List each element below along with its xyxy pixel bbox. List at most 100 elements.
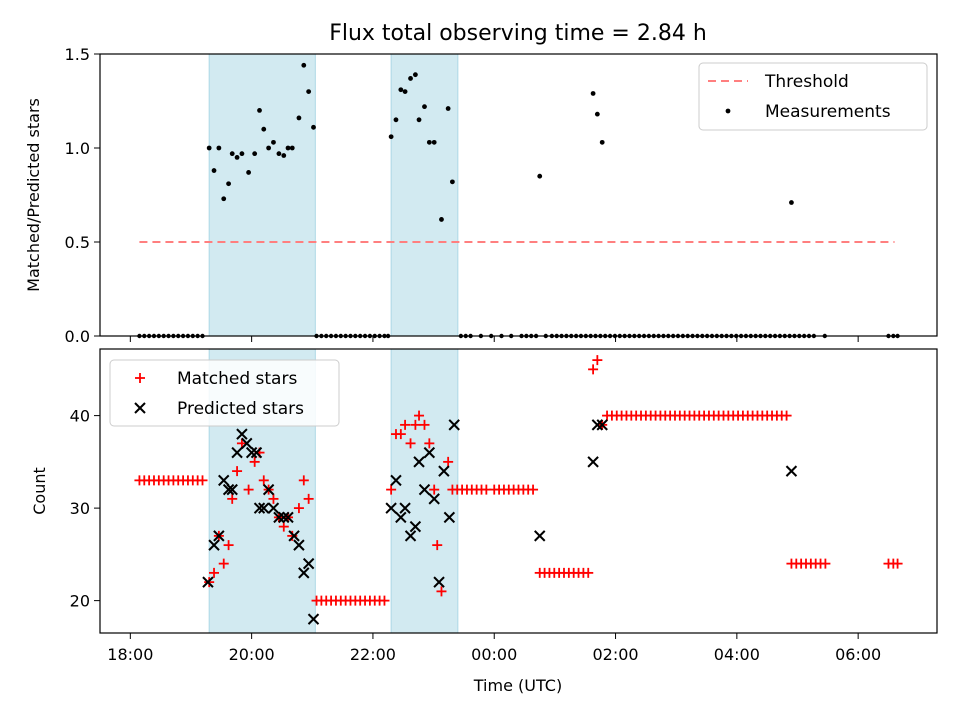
x-tick-label: 20:00 bbox=[229, 645, 275, 664]
x-stroke-b bbox=[448, 419, 460, 431]
x-stroke-b bbox=[222, 483, 235, 496]
x-stroke-b bbox=[395, 511, 407, 524]
predicted-star-marker bbox=[443, 511, 456, 524]
predicted-star-marker bbox=[302, 557, 315, 570]
count-panel: 20 30 40 18:00 20:00 22:00 00:00 02:00 04:00 06:… bbox=[30, 348, 938, 695]
measurement-point bbox=[281, 153, 287, 158]
measurement-point bbox=[590, 91, 596, 96]
count-legend: Matched stars Predicted stars bbox=[109, 359, 340, 427]
predicted-star-marker bbox=[202, 576, 214, 588]
x-stroke-b bbox=[591, 419, 604, 431]
measurement-point bbox=[229, 151, 235, 157]
x-stroke-b bbox=[208, 539, 220, 551]
observing-window-shade bbox=[208, 53, 316, 337]
x-stroke-b bbox=[293, 539, 305, 551]
x-stroke-b bbox=[267, 502, 280, 514]
matched-star-marker bbox=[223, 540, 234, 551]
matched-star-marker bbox=[197, 475, 208, 486]
measurement-point bbox=[285, 145, 291, 151]
x-stroke-b bbox=[245, 446, 258, 459]
measurement-point bbox=[789, 200, 794, 205]
y-tick-label: 40 bbox=[70, 407, 90, 426]
x-stroke-b bbox=[298, 567, 310, 579]
x-stroke-b bbox=[596, 419, 608, 431]
x-stroke-b bbox=[418, 483, 431, 496]
x-stroke-b bbox=[236, 428, 248, 440]
x-stroke-b bbox=[385, 502, 397, 514]
measurement-point bbox=[216, 145, 222, 151]
x-stroke-b bbox=[443, 511, 456, 524]
x-stroke-b bbox=[423, 446, 436, 459]
predicted-star-marker bbox=[399, 502, 411, 514]
x-stroke-b bbox=[534, 530, 546, 542]
measurement-point bbox=[537, 173, 543, 179]
legend-measurement-label: Measurements bbox=[765, 102, 891, 122]
measurement-point bbox=[239, 151, 245, 157]
x-tick-label: 02:00 bbox=[592, 645, 638, 664]
measurement-point bbox=[408, 76, 413, 81]
measurement-point bbox=[226, 181, 231, 187]
count-axes-frame bbox=[99, 348, 938, 634]
matched-star-marker bbox=[379, 595, 390, 606]
matched-star-marker bbox=[432, 540, 443, 551]
ratio-axes-frame bbox=[99, 53, 938, 337]
measurement-point bbox=[311, 124, 316, 130]
predicted-star-marker bbox=[282, 511, 294, 524]
x-tick-label: 04:00 bbox=[714, 645, 760, 664]
matched-star-marker bbox=[405, 438, 416, 449]
y-tick-label: 1.5 bbox=[65, 45, 90, 64]
legend-predicted-label: Predicted stars bbox=[177, 399, 304, 419]
measurement-point bbox=[431, 139, 437, 145]
predicted-star-marker bbox=[262, 483, 275, 496]
measurement-point bbox=[252, 151, 258, 157]
predicted-star-marker bbox=[423, 446, 436, 459]
x-stroke-b bbox=[282, 511, 294, 524]
ratio-y-axis-label: Matched/Predicted stars bbox=[24, 98, 43, 292]
matched-star-marker bbox=[298, 475, 309, 486]
predicted-star-marker bbox=[404, 530, 417, 542]
matched-star-marker bbox=[236, 438, 247, 449]
predicted-star-marker bbox=[785, 465, 798, 477]
matched-star-marker bbox=[218, 558, 229, 569]
predicted-star-marker bbox=[250, 446, 263, 459]
predicted-star-marker bbox=[438, 465, 450, 477]
measurement-point bbox=[296, 115, 302, 121]
ratio-y-ticks: 0.0 0.5 1.0 1.5 bbox=[65, 45, 100, 346]
predicted-star-marker bbox=[245, 446, 258, 459]
predicted-star-marker bbox=[222, 483, 235, 496]
matched-star-marker bbox=[424, 438, 435, 449]
x-stroke-b bbox=[785, 465, 798, 477]
x-tick-label: 18:00 bbox=[107, 645, 153, 664]
predicted-star-marker bbox=[213, 530, 225, 542]
x-stroke-b bbox=[250, 446, 263, 459]
measurement-point bbox=[449, 179, 455, 185]
x-stroke-b bbox=[302, 557, 315, 570]
measurement-point bbox=[234, 155, 240, 160]
matched-star-marker bbox=[429, 484, 440, 495]
y-tick-label: 0.0 bbox=[65, 327, 90, 346]
x-axis-label: Time (UTC) bbox=[473, 676, 562, 695]
predicted-star-marker bbox=[409, 520, 422, 533]
matched-star-marker bbox=[583, 567, 594, 578]
measurement-point bbox=[439, 217, 444, 222]
measurement-point bbox=[402, 89, 408, 94]
measurement-point bbox=[306, 89, 312, 94]
x-stroke-b bbox=[399, 502, 411, 514]
matched-star-marker bbox=[588, 364, 599, 375]
predicted-star-marker bbox=[231, 446, 243, 459]
x-stroke-b bbox=[218, 474, 230, 487]
y-tick-label: 0.5 bbox=[65, 233, 90, 252]
x-stroke-b bbox=[413, 456, 425, 468]
measurement-point bbox=[271, 139, 276, 145]
measurement-point bbox=[257, 108, 262, 113]
matched-star-marker bbox=[293, 503, 304, 514]
matched-star-marker bbox=[414, 410, 425, 421]
legend-matched-swatch bbox=[135, 373, 145, 383]
count-x-ticks: 18:00 20:00 22:00 00:00 02:00 04:00 06:00 bbox=[107, 633, 881, 664]
x-stroke-b bbox=[278, 511, 290, 524]
measurement-point bbox=[416, 117, 422, 123]
x-stroke-b bbox=[288, 530, 300, 542]
predicted-star-marker bbox=[448, 419, 460, 431]
measurement-point bbox=[393, 117, 399, 123]
measurement-point bbox=[594, 111, 600, 117]
